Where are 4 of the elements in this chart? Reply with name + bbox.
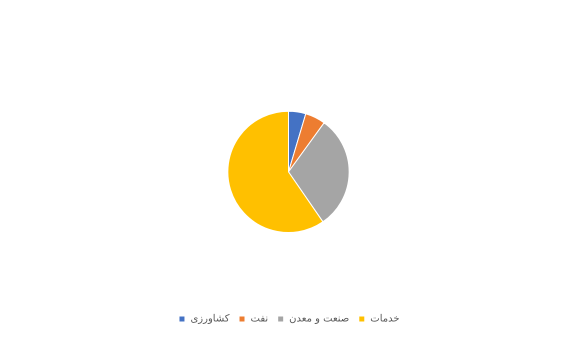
legend-label: نفت xyxy=(250,314,268,324)
legend-label: صنعت و معدن xyxy=(289,314,350,324)
legend-label: خدمات xyxy=(370,314,400,324)
legend-label: کشاورزی xyxy=(190,314,230,324)
